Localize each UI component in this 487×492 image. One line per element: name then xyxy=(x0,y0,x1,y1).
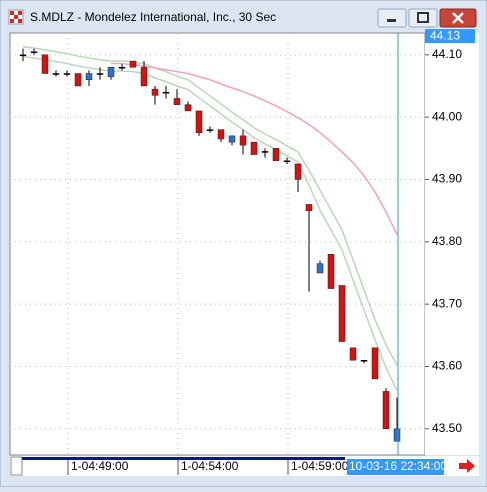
candle-body xyxy=(316,263,324,274)
y-tick-label: 43.80 xyxy=(432,234,462,248)
scroll-box[interactable] xyxy=(10,456,23,476)
candle-body xyxy=(261,151,269,153)
candle-body xyxy=(30,51,38,53)
candle-body xyxy=(129,60,137,68)
candle-body xyxy=(250,141,258,155)
price-axis xyxy=(425,33,479,455)
candle-body xyxy=(283,160,291,163)
candle-body xyxy=(74,73,82,87)
candle-body xyxy=(371,347,379,380)
candle-body xyxy=(360,360,368,362)
candle-body xyxy=(19,54,27,57)
candle-body xyxy=(327,254,335,289)
moving-average xyxy=(22,45,398,366)
candle-body xyxy=(228,135,236,143)
close-button[interactable] xyxy=(439,8,477,28)
candle-body xyxy=(305,204,313,211)
candle-body xyxy=(52,73,60,75)
candle-body xyxy=(206,129,214,131)
scroll-bar[interactable] xyxy=(22,457,345,460)
candle-body xyxy=(382,391,390,430)
candle-body xyxy=(393,428,401,442)
plot-area xyxy=(9,32,426,456)
scroll-right-arrow[interactable] xyxy=(459,459,475,473)
candle-body xyxy=(173,98,181,105)
cursor-price: 44.13 xyxy=(430,28,460,42)
candle-body xyxy=(272,148,280,162)
x-tick-label: 1-04:49:00 xyxy=(71,459,129,473)
y-tick-label: 43.70 xyxy=(432,296,462,310)
maximize-button[interactable] xyxy=(408,8,438,28)
y-tick-label: 43.60 xyxy=(432,359,462,373)
candle-body xyxy=(294,163,302,180)
x-tick-label: 1-04:54:00 xyxy=(181,459,239,473)
minimize-button[interactable] xyxy=(377,8,407,28)
cursor-time-box xyxy=(347,459,444,475)
candle-body xyxy=(96,73,104,75)
candle-body xyxy=(184,104,192,112)
candle-body xyxy=(107,67,115,77)
candle-body xyxy=(239,135,247,146)
candle-body xyxy=(140,67,148,87)
candle-body xyxy=(41,54,49,74)
cursor-price-box xyxy=(425,29,475,44)
moving-average xyxy=(111,62,398,236)
candle-body xyxy=(349,347,357,361)
y-tick-label: 44.10 xyxy=(432,47,462,61)
x-tick-label: 1-04:59:00 xyxy=(291,459,349,473)
y-tick-label: 44.00 xyxy=(432,109,462,123)
candle-body xyxy=(217,129,225,140)
candle-body xyxy=(162,91,170,94)
y-tick-label: 43.50 xyxy=(432,421,462,435)
cursor-time: 10-03-16 22:34:00 xyxy=(349,459,447,473)
app-icon xyxy=(8,9,24,25)
candle-body xyxy=(195,110,203,133)
candle-body xyxy=(338,285,346,342)
candle-body xyxy=(151,88,159,96)
candle-body xyxy=(85,73,93,81)
candle-body xyxy=(118,67,126,69)
window-title: S.MDLZ - Mondelez International, Inc., 3… xyxy=(30,10,276,24)
moving-average xyxy=(22,55,398,391)
y-tick-label: 43.90 xyxy=(432,172,462,186)
candle-body xyxy=(63,73,71,75)
